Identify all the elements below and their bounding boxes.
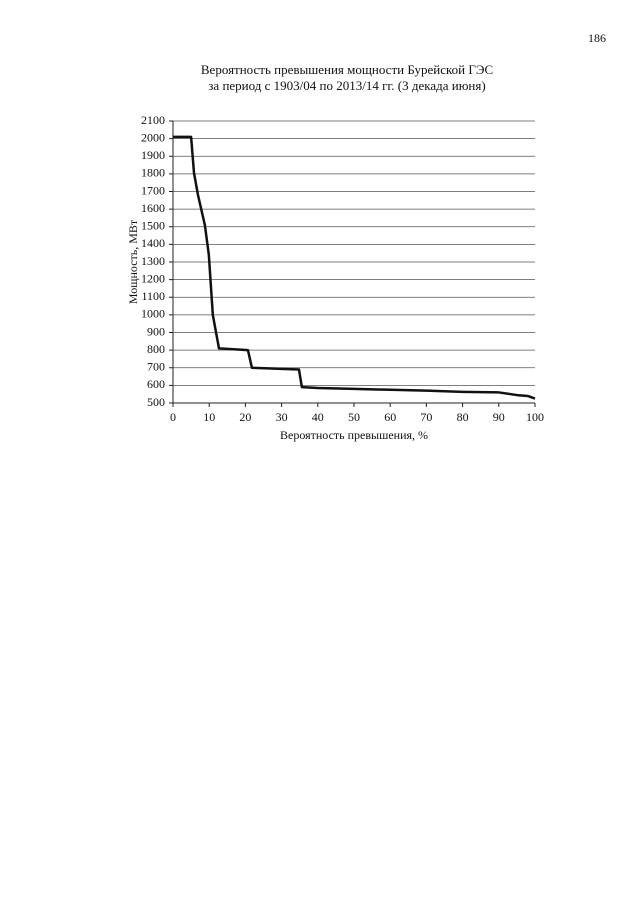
y-tick-label: 1400: [141, 236, 165, 250]
y-tick-label: 700: [147, 360, 165, 374]
x-tick-label: 100: [526, 410, 544, 424]
chart-title: за период с 1903/04 по 2013/14 гг. (3 де…: [208, 78, 485, 93]
y-tick-label: 1900: [141, 148, 165, 162]
x-tick-label: 10: [203, 410, 215, 424]
y-tick-label: 1300: [141, 254, 165, 268]
y-axis-label: Мощность, МВт: [126, 219, 140, 304]
x-tick-label: 20: [239, 410, 251, 424]
y-tick-label: 1700: [141, 183, 165, 197]
y-tick-label: 2100: [141, 113, 165, 127]
x-tick-label: 60: [384, 410, 396, 424]
y-tick-label: 1600: [141, 201, 165, 215]
x-tick-label: 70: [420, 410, 432, 424]
y-tick-label: 500: [147, 395, 165, 409]
x-tick-label: 30: [276, 410, 288, 424]
x-tick-label: 90: [493, 410, 505, 424]
y-tick-label: 1500: [141, 219, 165, 233]
x-tick-label: 50: [348, 410, 360, 424]
x-tick-label: 80: [457, 410, 469, 424]
x-axis-label: Вероятность превышения, %: [280, 428, 428, 442]
y-tick-label: 600: [147, 377, 165, 391]
x-tick-label: 40: [312, 410, 324, 424]
y-tick-label: 1100: [141, 289, 165, 303]
data-line: [173, 135, 536, 400]
page-number: 186: [588, 31, 606, 45]
y-tick-label: 900: [147, 324, 165, 338]
y-tick-label: 1800: [141, 166, 165, 180]
y-tick-label: 800: [147, 342, 165, 356]
chart-title: Вероятность превышения мощности Бурейско…: [201, 62, 493, 77]
y-tick-label: 2000: [141, 130, 165, 144]
x-tick-label: 0: [170, 410, 176, 424]
y-tick-label: 1000: [141, 307, 165, 321]
y-tick-label: 1200: [141, 271, 165, 285]
